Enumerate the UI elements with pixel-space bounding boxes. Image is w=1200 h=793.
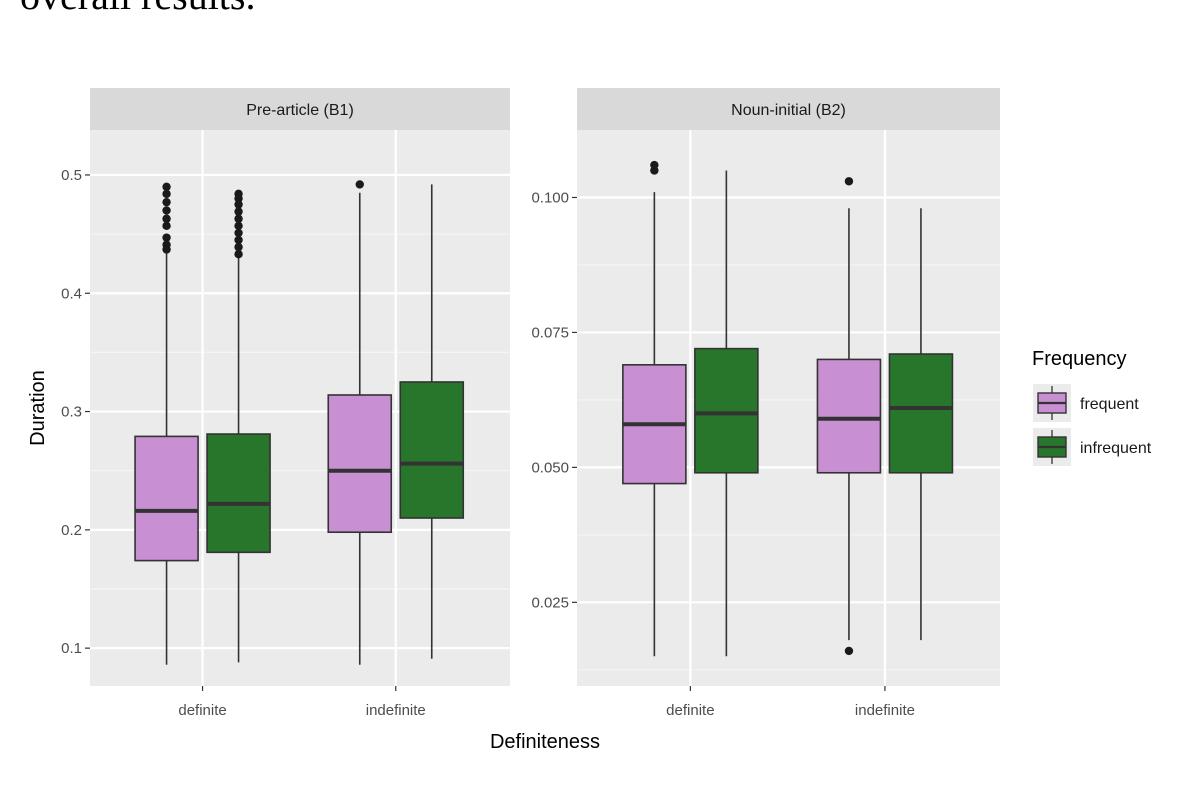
outlier-point [162,197,171,207]
y-tick-label: 0.100 [531,189,569,206]
facet-strip [90,88,510,130]
x-tick-label: definite [178,702,226,719]
outlier-point [162,189,171,199]
outlier-point [234,235,243,245]
x-axis-title: Definiteness [490,731,600,753]
x-tick-label: definite [666,702,714,719]
outlier-point [844,177,854,186]
box-infrequent [206,433,271,554]
outlier-point [234,250,243,259]
x-tick-label: indefinite [366,702,426,719]
outlier-point [234,242,243,252]
facet-strip [577,88,1000,130]
y-tick-label: 0.025 [531,594,569,611]
box-frequent [327,394,393,534]
y-tick-label: 0.4 [61,285,82,302]
outlier-point [234,221,243,231]
outlier-point [162,206,171,215]
outlier-point [162,233,171,242]
legend-label-frequent: frequent [1080,396,1139,413]
outlier-point [234,200,243,209]
x-tick-label: indefinite [855,702,915,719]
y-tick-label: 0.5 [61,167,82,184]
outlier-point [844,646,854,656]
outlier-point [234,189,243,199]
outlier-point [234,207,243,216]
y-axis-title: Duration [27,370,49,446]
y-tick-label: 0.050 [531,459,569,476]
outlier-point [162,221,171,231]
y-tick-label: 0.3 [61,404,82,421]
y-tick-label: 0.2 [61,522,82,539]
facet-strip-label: Noun-initial (B2) [731,102,846,119]
outlier-point [355,180,364,189]
box-infrequent [399,381,465,519]
outlier-point [162,182,171,191]
legend-label-infrequent: infrequent [1080,440,1152,457]
page-caption-text: overall results. [20,0,256,20]
box-infrequent [694,347,759,474]
outlier-point [234,214,243,223]
outlier-point [162,214,171,223]
box-frequent [134,435,199,562]
box-infrequent [888,353,954,474]
legend-title: Frequency [1032,348,1127,370]
outlier-point [234,228,243,238]
facet-strip-label: Pre-article (B1) [246,102,354,119]
outlier-point [650,160,659,170]
box-frequent [816,358,882,474]
y-tick-label: 0.075 [531,324,569,341]
y-tick-label: 0.1 [61,640,82,657]
outlier-point [162,240,171,249]
